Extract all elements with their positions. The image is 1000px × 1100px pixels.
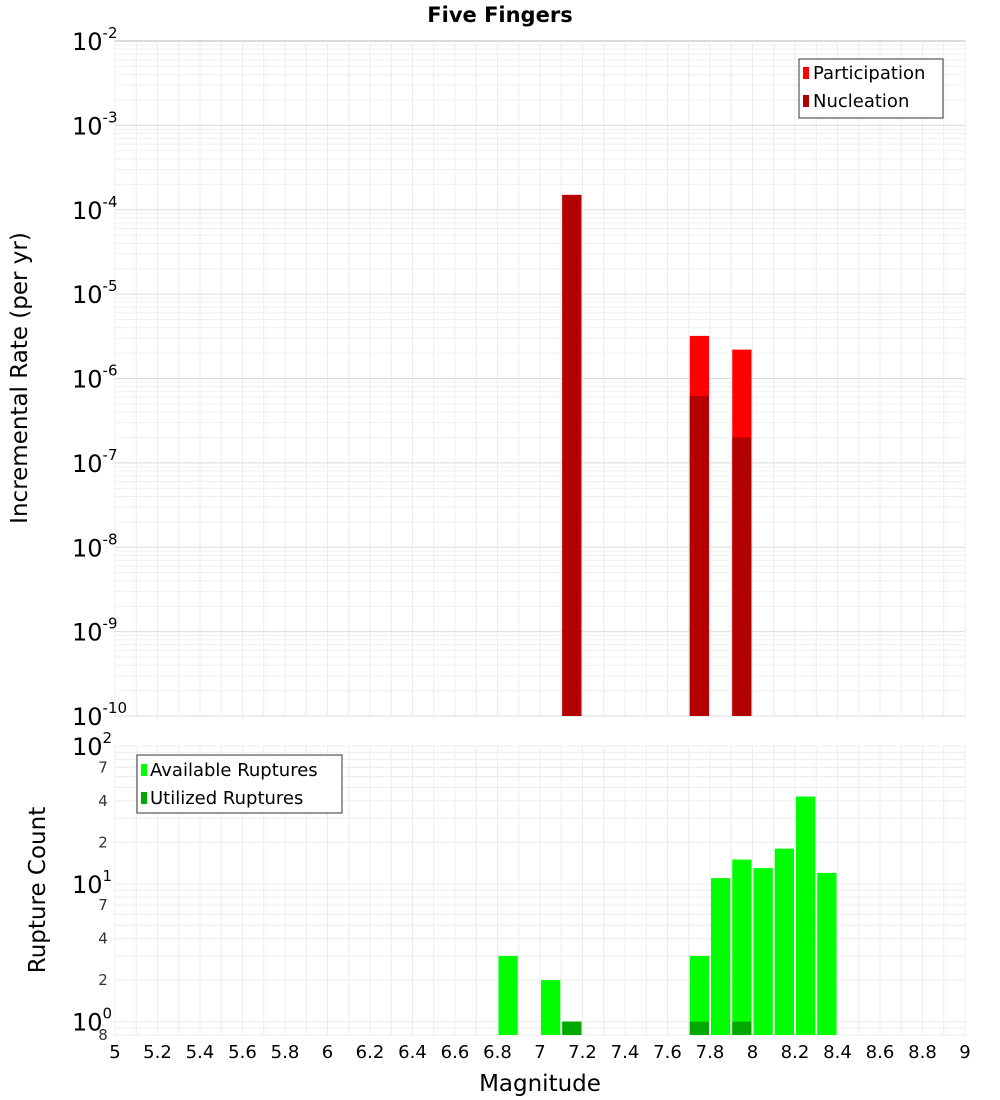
y-tick-label: 10-3: [72, 108, 118, 140]
y-tick-label: 10-10: [72, 699, 127, 731]
bar-available-ruptures: [732, 859, 752, 1035]
y-tick-label: 10-4: [72, 193, 118, 225]
bottom-plot: 100 101 102 8 2 4 7 2 4 7 5 5.2 5.4 5.6 5.8 6 6.2 6.4 6.6…: [25, 729, 971, 1097]
top-gridlines: [114, 41, 966, 717]
y-minor-tick-label: 7: [98, 896, 108, 914]
x-tick-label: 5.8: [271, 1042, 300, 1063]
bar-available-ruptures: [753, 868, 773, 1035]
legend-swatch: [803, 95, 809, 107]
bar-utilized-ruptures: [689, 1021, 709, 1035]
y-tick-label: 101: [72, 867, 112, 899]
legend-label: Utilized Ruptures: [150, 788, 303, 809]
x-tick-label: 9: [959, 1042, 970, 1063]
x-tick-label: 7.2: [568, 1042, 597, 1063]
bar-available-ruptures: [498, 955, 518, 1035]
y-tick-label: 10-9: [72, 615, 118, 647]
y-tick-label: 10-7: [72, 446, 118, 478]
x-ticks: 5 5.2 5.4 5.6 5.8 6 6.2 6.4 6.6 6.8 7 7.2 7.4 7.6 7.8 8…: [109, 1042, 970, 1063]
x-tick-label: 5.6: [228, 1042, 257, 1063]
top-bars: [562, 194, 752, 716]
bottom-legend: Available Ruptures Utilized Ruptures: [136, 754, 343, 814]
bar-available-ruptures: [774, 848, 794, 1035]
x-tick-label: 5: [109, 1042, 120, 1063]
x-tick-label: 7.6: [653, 1042, 682, 1063]
bar-utilized-ruptures: [562, 1021, 582, 1035]
x-tick-label: 8.8: [908, 1042, 937, 1063]
x-tick-label: 7: [534, 1042, 545, 1063]
x-tick-label: 7.4: [611, 1042, 640, 1063]
bar-available-ruptures: [711, 878, 731, 1035]
bottom-y-axis-label: Rupture Count: [25, 807, 51, 973]
x-tick-label: 5.2: [143, 1042, 172, 1063]
x-tick-label: 6: [322, 1042, 333, 1063]
x-tick-label: 6.2: [356, 1042, 385, 1063]
legend-swatch: [141, 792, 147, 804]
x-tick-label: 6.4: [398, 1042, 427, 1063]
y-tick-label: 10-8: [72, 530, 118, 562]
x-tick-label: 8: [747, 1042, 758, 1063]
y-minor-tick-label: 2: [98, 971, 108, 989]
y-tick-label: 10-2: [72, 24, 118, 56]
x-tick-label: 6.8: [483, 1042, 512, 1063]
legend-swatch: [803, 67, 809, 79]
y-tick-label: 100: [72, 1005, 112, 1037]
legend-label: Available Ruptures: [150, 760, 318, 781]
x-tick-label: 6.6: [441, 1042, 470, 1063]
x-tick-label: 8.6: [866, 1042, 895, 1063]
top-legend: Participation Nucleation: [798, 58, 944, 119]
y-tick-label: 10-5: [72, 277, 118, 309]
x-tick-label: 7.8: [696, 1042, 725, 1063]
legend-label: Nucleation: [813, 91, 909, 112]
bottom-bars: [498, 796, 837, 1035]
top-plot: 10-10 10-9 10-8 10-7 10-6 10-5 10-4 10-3 10-2 In…: [7, 24, 966, 731]
y-minor-tick-label: 2: [98, 833, 108, 851]
bar-nucleation: [689, 396, 709, 716]
bar-utilized-ruptures: [732, 1021, 752, 1035]
legend-box: [136, 754, 343, 814]
y-minor-tick-label: 4: [98, 792, 108, 810]
x-tick-label: 8.2: [781, 1042, 810, 1063]
legend-box: [798, 58, 944, 119]
bar-available-ruptures: [689, 955, 709, 1035]
bar-available-ruptures: [541, 980, 561, 1035]
bottom-y-ticks: 100 101 102 8 2 4 7 2 4 7: [72, 729, 112, 1044]
y-tick-label: 10-6: [72, 362, 118, 394]
x-tick-label: 8.4: [823, 1042, 852, 1063]
bar-available-ruptures: [796, 796, 816, 1035]
legend-swatch: [141, 764, 147, 776]
legend-label: Participation: [813, 63, 925, 84]
y-minor-tick-label: 4: [98, 930, 108, 948]
y-tick-label: 102: [72, 729, 112, 761]
bar-nucleation: [732, 437, 752, 716]
top-y-axis-label: Incremental Rate (per yr): [7, 232, 33, 524]
x-axis-label: Magnitude: [479, 1071, 601, 1097]
y-minor-tick-label: 7: [98, 758, 108, 776]
chart-title: Five Fingers: [427, 3, 572, 27]
bar-nucleation: [562, 194, 582, 716]
bar-available-ruptures: [817, 872, 837, 1035]
x-tick-label: 5.4: [186, 1042, 215, 1063]
y-minor-tick-label: 8: [98, 1026, 108, 1044]
top-y-ticks: 10-10 10-9 10-8 10-7 10-6 10-5 10-4 10-3 10-2: [72, 24, 127, 731]
